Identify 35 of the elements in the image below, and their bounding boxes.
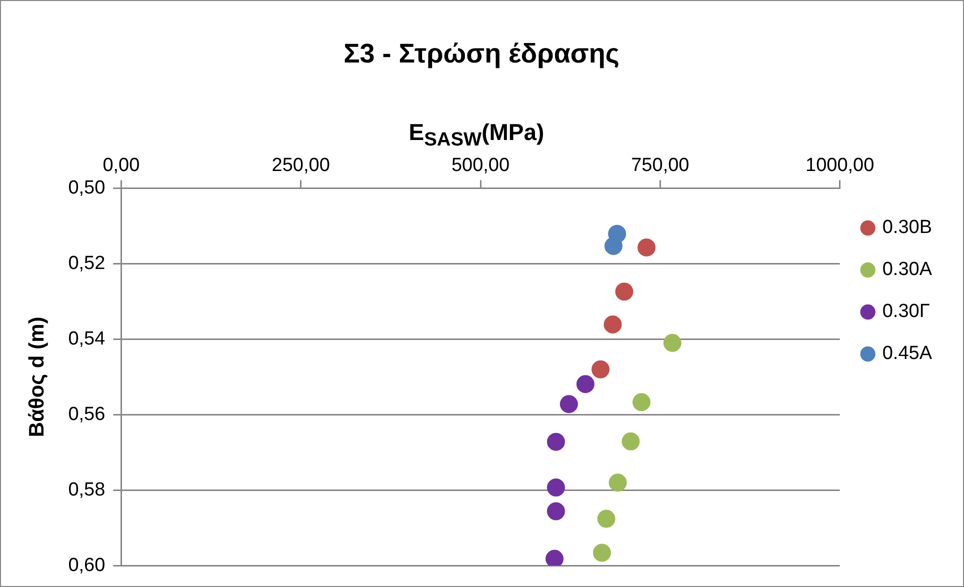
legend-label: 0.30Α [882,259,932,280]
legend-label: 0.30Γ [882,301,930,322]
point [622,432,640,450]
y-tick-label: 0,52 [68,252,106,274]
point [663,334,682,352]
x-tick-label: 1000,00 [806,155,874,176]
y-tick-label: 0,50 [68,177,106,198]
y-tick-label: 0,60 [68,554,106,576]
point [592,360,610,378]
y-tick-label: 0,58 [68,479,106,500]
point [632,393,650,412]
point [546,550,564,566]
point [615,282,634,301]
chart-title: Σ3 - Στρώση έδρασης [344,38,620,69]
x-axis-title: E$_{SASW}$(MPa) [408,119,546,152]
legend-label: 0.30Β [882,217,932,238]
point [604,236,622,255]
x-tick-label: 0,00 [102,155,140,176]
point [546,478,565,496]
point [608,474,627,492]
point [592,544,611,562]
x-tick-label: 250,00 [272,155,330,176]
point [604,315,622,334]
y-tick-label: 0,56 [68,404,106,425]
point [576,375,594,394]
point [546,502,565,520]
y-tick-label: 0,54 [68,328,106,350]
point [597,510,616,528]
x-tick-label: 750,00 [631,155,690,176]
x-tick-label: 500,00 [451,155,510,176]
point [546,432,565,451]
y-axis-title: Βάθος d (m) [25,316,48,438]
legend-label: 0.45Α [882,343,932,364]
point [560,395,578,414]
point [638,238,656,256]
